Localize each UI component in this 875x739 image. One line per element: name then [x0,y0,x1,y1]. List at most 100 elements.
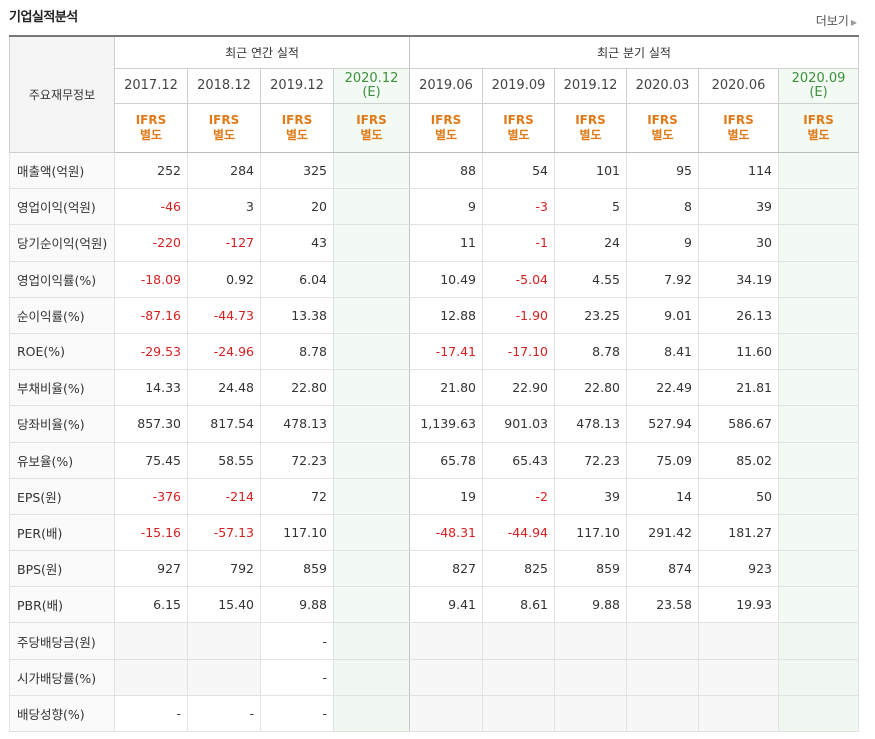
table-cell: -2 [482,477,555,515]
ifrs-badge: IFRS 별도 [482,103,555,153]
table-cell [777,224,860,262]
row-label: PBR(배) [9,586,115,624]
table-cell: 284 [187,151,261,190]
ifrs-badge: IFRS 별도 [409,103,483,153]
period-label: 2020.09 [791,71,846,86]
table-cell: 923 [698,550,779,588]
table-cell: 827 [409,550,483,588]
period-label: 2019.12 [270,78,324,93]
period-label: 2020.12 [344,71,399,86]
more-link[interactable]: 더보기 ▶ [816,12,857,29]
table-cell: 23.58 [626,586,699,624]
table-cell [554,658,627,696]
ifrs-type: 별도 [212,128,236,142]
ifrs-type: 별도 [507,128,530,142]
annual-group-header: 최근 연간 실적 [114,35,410,69]
table-cell [333,477,410,515]
ifrs-type: 별도 [579,128,602,142]
row-label: 시가배당률(%) [9,658,115,696]
table-cell: 22.90 [482,369,555,407]
table-cell: -48.31 [409,513,483,552]
table-cell [333,224,410,262]
table-cell [482,694,555,733]
table-cell: 43 [260,224,334,262]
ifrs-label: IFRS [647,113,678,127]
table-cell: 50 [698,477,779,515]
table-cell [777,332,860,371]
table-cell [626,694,699,733]
table-cell [333,188,410,226]
table-cell: 101 [554,151,627,190]
table-cell: -214 [187,477,261,515]
table-cell: 21.80 [409,369,483,407]
ifrs-label: IFRS [281,113,313,127]
table-cell: -87.16 [114,296,188,334]
row-label: 영업이익률(%) [9,260,115,298]
table-cell [777,694,860,733]
table-cell: 0.92 [187,260,261,298]
table-row: 영업이익률(%) -18.09 0.92 6.04 10.49 -5.04 4.55 7.92… [9,260,860,298]
row-label: 당기순이익(억원) [9,224,115,262]
table-cell: 252 [114,151,188,190]
ifrs-label: IFRS [723,113,754,127]
period-label: 2020.03 [635,78,690,93]
row-label: BPS(원) [9,550,115,588]
table-cell [777,658,860,696]
table-cell: -44.73 [187,296,261,334]
table-cell [777,369,860,407]
table-cell: -29.53 [114,332,188,371]
table-cell: 65.43 [482,441,555,479]
table-cell: 586.67 [698,405,779,443]
table-cell: -17.10 [482,332,555,371]
table-cell: 39 [698,188,779,226]
table-cell: 75.09 [626,441,699,479]
ifrs-label: IFRS [803,113,834,127]
table-cell: 6.15 [114,586,188,624]
table-cell: 12.88 [409,296,483,334]
table-cell: 14 [626,477,699,515]
table-cell: -376 [114,477,188,515]
table-cell [409,622,483,660]
table-row: 배당성향(%) - - - [9,694,860,733]
table-row: 순이익률(%) -87.16 -44.73 13.38 12.88 -1.90 23.25 9… [9,296,860,334]
period-header: 2019.06 [409,68,483,104]
row-label: EPS(원) [9,477,115,515]
table-cell: 11.60 [698,332,779,371]
table-cell: 39 [554,477,627,515]
table-cell: 14.33 [114,369,188,407]
ifrs-badge: IFRS 별도 [114,103,188,153]
table-row: PER(배) -15.16 -57.13 117.10 -48.31 -44.94 117.… [9,513,860,552]
row-label: 배당성향(%) [9,694,115,733]
table-cell: 9 [626,224,699,262]
ifrs-label: IFRS [575,113,606,127]
table-row: EPS(원) -376 -214 72 19 -2 39 14 50 [9,477,860,515]
table-cell: -18.09 [114,260,188,298]
table-cell: 9.88 [260,586,334,624]
table-cell [777,260,860,298]
table-cell [698,622,779,660]
table-cell: 75.45 [114,441,188,479]
table-cell [777,513,860,552]
table-cell: 72.23 [554,441,627,479]
table-cell: 874 [626,550,699,588]
table-cell: 9.88 [554,586,627,624]
table-row: ROE(%) -29.53 -24.96 8.78 -17.41 -17.10 8.78 8.… [9,332,860,371]
table-cell: 859 [554,550,627,588]
period-label: 2019.12 [563,78,618,93]
ifrs-type: 별도 [285,128,309,142]
table-cell: 117.10 [260,513,334,552]
row-label: 영업이익(억원) [9,188,115,226]
table-row: 당기순이익(억원) -220 -127 43 11 -1 24 9 30 [9,224,860,262]
row-label: ROE(%) [9,332,115,371]
table-cell: 8.78 [260,332,334,371]
financial-summary-table: 주요재무정보 최근 연간 실적 최근 분기 실적 2017.12 2018.12 2… [9,35,860,733]
ifrs-label: IFRS [208,113,240,127]
table-cell: 22.49 [626,369,699,407]
header-period-row: 2017.12 2018.12 2019.12 2020.12 (E) 2019.06 20… [10,68,860,104]
table-cell [777,405,860,443]
table-cell [777,586,860,624]
table-cell: 15.40 [187,586,261,624]
row-label: 주당배당금(원) [9,622,115,660]
table-cell: - [260,622,334,660]
table-cell: 58.55 [187,441,261,479]
